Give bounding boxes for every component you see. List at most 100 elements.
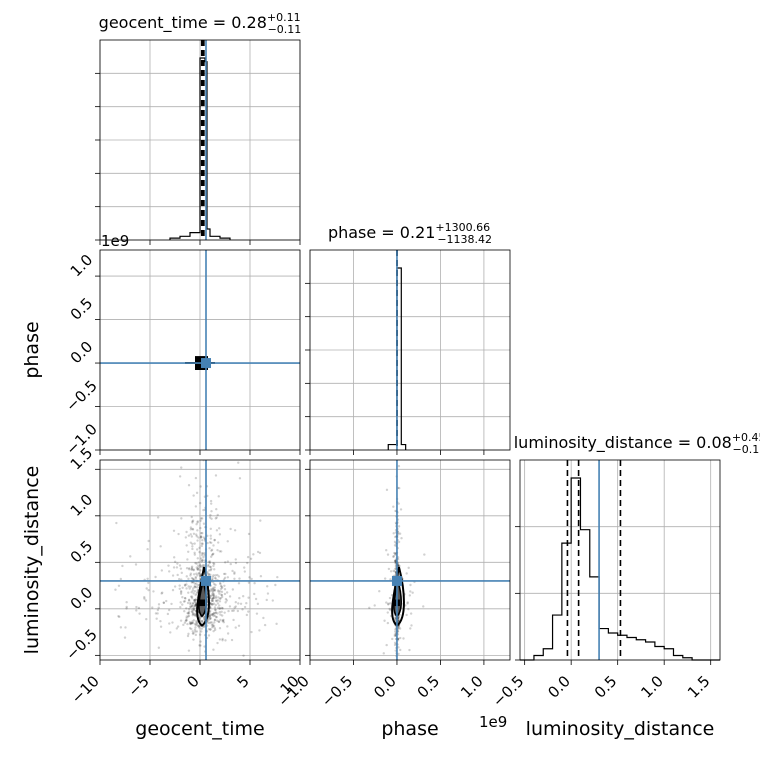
scatter-geocent_time-luminosity_distance-point [179,601,182,604]
scatter-geocent_time-luminosity_distance-grid [95,460,301,665]
scatter-geocent_time-luminosity_distance-point [197,572,200,575]
scatter-geocent_time-luminosity_distance-point [186,634,190,638]
scatter-geocent_time-luminosity_distance-point [194,601,197,605]
scatter-geocent_time-luminosity_distance-point [241,595,245,598]
scatter-geocent_time-luminosity_distance-point [193,600,197,603]
scatter-geocent_time-luminosity_distance-point [195,630,199,633]
scatter-geocent_time-luminosity_distance-point [159,625,163,628]
scatter-geocent_time-luminosity_distance-point [162,601,166,605]
scatter-geocent_time-luminosity_distance-point [192,494,195,497]
scatter-geocent_time-luminosity_distance-point [114,588,117,591]
scatter-phase-luminosity_distance-point [397,626,401,629]
scatter-geocent_time-luminosity_distance-point [220,593,223,597]
scatter-geocent_time-luminosity_distance-point [190,610,194,613]
scatter-geocent_time-luminosity_distance-point [186,622,189,626]
scatter-geocent_time-luminosity_distance-point [213,538,216,542]
scatter-geocent_time-luminosity_distance-point [191,545,194,548]
scatter-phase-luminosity_distance-point [391,637,394,641]
scatter-geocent_time-luminosity_distance-point [176,562,179,565]
scatter-geocent_time-luminosity_distance-point [201,559,204,562]
scatter-geocent_time-luminosity_distance-point [199,565,202,568]
scatter-geocent_time-luminosity_distance-point [191,527,194,531]
scatter-geocent_time-luminosity_distance-point [191,632,195,635]
scatter-geocent_time-luminosity_distance-point [156,612,159,615]
scatter-geocent_time-luminosity_distance-point [172,529,176,532]
scatter-geocent_time-luminosity_distance-point [187,591,190,594]
hist-geocent_time-grid [95,40,301,245]
scatter-geocent_time-luminosity_distance-point [189,605,193,609]
scatter-phase-luminosity_distance-point [405,613,408,617]
scatter-geocent_time-luminosity_distance-point [220,610,223,614]
scatter-geocent_time-luminosity_distance-point [201,542,204,546]
hist-luminosity_distance-title-minus: −0.12 [733,443,760,456]
scatter-geocent_time-luminosity_distance-point [209,534,212,537]
scatter-geocent_time-luminosity_distance-point [194,598,198,601]
scatter-geocent_time-luminosity_distance-point [217,575,221,578]
scatter-geocent_time-luminosity_distance-point [180,571,183,575]
scatter-geocent_time-luminosity_distance-point [176,573,179,577]
scatter-geocent_time-luminosity_distance-point [189,603,192,606]
scatter-geocent_time-luminosity_distance-point [195,582,198,585]
scatter-geocent_time-luminosity_distance-point [256,550,260,554]
ylabel-phase: phase [21,321,43,378]
scatter-geocent_time-luminosity_distance-frame [99,459,301,661]
scatter-geocent_time-luminosity_distance-point [194,633,198,637]
scatter-geocent_time-luminosity_distance-point [183,596,187,600]
scatter-geocent_time-luminosity_distance-point [208,617,212,620]
scatter-geocent_time-luminosity_distance-point [191,602,195,606]
scatter-phase-luminosity_distance-grid [305,460,510,665]
scatter-geocent_time-luminosity_distance-point [193,551,196,555]
scatter-geocent_time-luminosity_distance-point [187,610,191,613]
scatter-geocent_time-luminosity_distance-point [214,595,218,598]
scatter-geocent_time-luminosity_distance-point [233,571,236,574]
scatter-geocent_time-luminosity_distance-point [200,620,204,623]
scatter-geocent_time-luminosity_distance-point [190,590,193,594]
scatter-geocent_time-luminosity_distance-point [276,575,279,579]
scatter-geocent_time-luminosity_distance-point [229,527,232,531]
scatter-phase-luminosity_distance-point [406,601,409,604]
scatter-geocent_time-luminosity_distance-point [219,582,222,586]
scatter-geocent_time-luminosity_distance-point [191,577,195,580]
scatter-geocent_time-luminosity_distance-point [218,600,222,603]
scatter-geocent_time-luminosity_distance-point [245,613,249,617]
scatter-geocent_time-luminosity_distance-point [212,544,215,547]
scatter-geocent_time-luminosity_distance-point [238,596,241,600]
scatter-geocent_time-luminosity_distance-point [188,621,192,624]
scatter-geocent_time-luminosity_distance-point [211,591,215,594]
scatter-geocent_time-luminosity_distance-point [241,608,244,611]
hist-phase-grid [305,250,510,455]
scatter-geocent_time-luminosity_distance-point [207,573,210,576]
scatter-geocent_time-luminosity_distance-point [193,542,196,545]
xtick-label-geocent_time-1: −5 [124,672,152,700]
scatter-geocent_time-luminosity_distance-point [198,574,202,578]
scatter-geocent_time-luminosity_distance-point [184,619,187,623]
scatter-geocent_time-luminosity_distance-point [237,582,241,585]
scatter-geocent_time-luminosity_distance-scatter-points [114,460,300,657]
scatter-geocent_time-luminosity_distance-point [212,586,215,589]
hist-phase-title-plus: +1300.66 [435,221,490,234]
xtick-label-geocent_time-2: 0 [183,672,202,691]
scatter-geocent_time-luminosity_distance-point [154,612,158,615]
scatter-geocent_time-luminosity_distance-point [119,577,123,581]
offset-phase-y: 1e9 [101,232,129,250]
scatter-geocent_time-luminosity_distance-point [193,589,197,593]
hist-geocent_time-title-minus: −0.11 [268,23,302,36]
scatter-geocent_time-luminosity_distance-point [198,644,201,647]
scatter-geocent_time-luminosity_distance-point [224,572,227,576]
scatter-geocent_time-luminosity_distance-point [157,646,161,649]
scatter-geocent_time-luminosity_distance-point [194,505,198,508]
scatter-geocent_time-luminosity_distance-point [189,574,192,577]
scatter-geocent_time-luminosity_distance-point [217,527,221,530]
scatter-geocent_time-luminosity_distance-point [209,628,212,631]
scatter-phase-luminosity_distance-point [388,607,391,611]
scatter-geocent_time-luminosity_distance-point [242,654,245,657]
scatter-geocent_time-luminosity_distance-point [223,592,227,596]
scatter-geocent_time-luminosity_distance-point [243,605,247,609]
scatter-geocent_time-luminosity_distance-point [202,536,206,539]
scatter-geocent_time-luminosity_distance-point [119,626,123,629]
scatter-phase-luminosity_distance-point [394,560,397,563]
scatter-geocent_time-luminosity_distance-point [117,584,121,588]
scatter-geocent_time-luminosity_distance-point [179,591,183,594]
scatter-geocent_time-luminosity_distance-point [212,594,215,598]
scatter-geocent_time-luminosity_distance-point [243,570,247,573]
